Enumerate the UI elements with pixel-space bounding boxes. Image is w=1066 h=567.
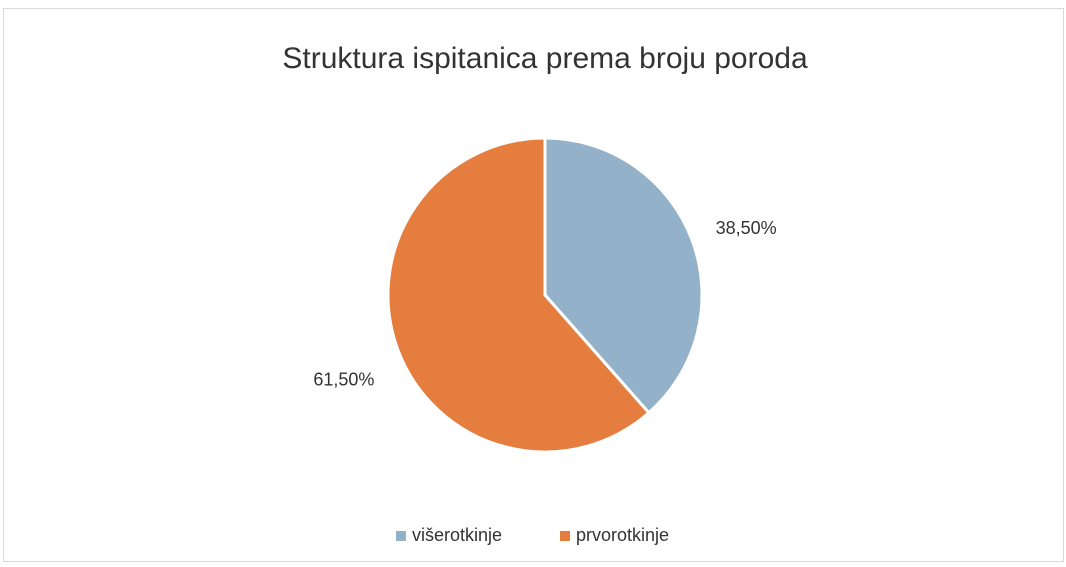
legend-label: prvorotkinje [576, 525, 669, 545]
legend-label: višerotkinje [412, 525, 502, 545]
chart-title: Struktura ispitanica prema broju poroda [282, 42, 808, 75]
legend-swatch [396, 531, 406, 541]
data-label: 38,50% [716, 218, 777, 238]
data-label: 61,50% [313, 370, 374, 390]
pie-slice [386, 136, 651, 454]
legend-swatch [560, 531, 570, 541]
pie-slice [543, 136, 704, 415]
